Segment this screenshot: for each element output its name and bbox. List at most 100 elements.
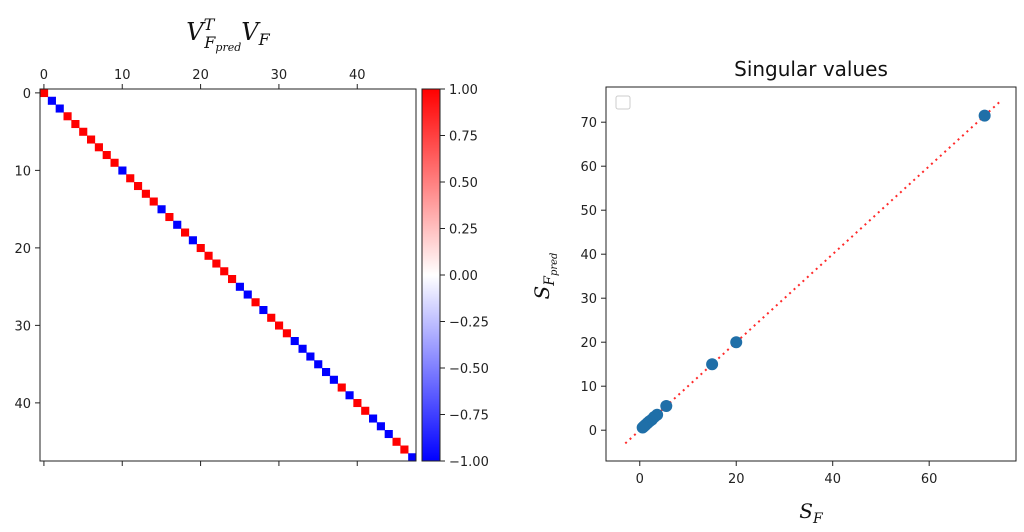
heatmap-x-tick-label: 10 [114,68,131,83]
heatmap-cell [259,306,268,315]
heatmap-title: VT FpredVF [186,15,270,54]
heatmap-bottom-ticks [43,461,358,466]
scatter-x-tick-label: 0 [636,472,644,487]
heatmap-cell [251,298,260,307]
heatmap-cell [173,220,182,229]
heatmap-cell [204,251,213,260]
heatmap-cell [79,127,88,136]
heatmap-cell [149,197,158,206]
scatter-point [636,421,649,434]
heatmap-cell [118,166,127,175]
colorbar: 1.00 0.75 0.50 0.25 0.00 −0.25 −0.50 −0.75 −1.00 [421,83,489,470]
heatmap-cell [228,275,237,284]
scatter-y-tick-label: 10 [580,380,597,395]
colorbar-tick-label: −0.50 [449,362,489,377]
heatmap-cell [102,151,111,160]
heatmap-title-sub1: F [203,33,216,52]
heatmap-y-tick-label: 40 [14,397,31,412]
colorbar-ticks: 1.00 0.75 0.50 0.25 0.00 −0.25 −0.50 −0.75 −1.00 [440,83,489,470]
heatmap-y-tick-label: 20 [14,242,31,257]
heatmap-cell [369,414,378,423]
heatmap-x-tick-label: 40 [349,68,366,83]
colorbar-tick-label: 1.00 [449,83,478,98]
heatmap-title-subsub: pred [215,41,241,54]
heatmap-cells [40,89,417,462]
heatmap-cell [298,344,307,353]
heatmap-cell [110,158,119,167]
scatter-xlabel-main: S [799,499,813,523]
scatter-frame [605,86,1017,462]
scatter-x-tick-label: 40 [824,472,841,487]
heatmap-cell [165,213,174,222]
heatmap-cell [384,430,393,439]
heatmap-cell [55,104,64,113]
heatmap-cell [345,391,354,400]
scatter-xlabel-sub: F [812,511,824,527]
colorbar-tick-label: 0.25 [449,223,478,238]
heatmap-x-tick-label: 20 [192,68,209,83]
colorbar-tick-label: 0.75 [449,130,478,145]
heatmap-cell [267,313,276,322]
scatter-xlabel: SF [799,499,824,527]
scatter-x-ticks: 0 20 40 60 [636,461,938,487]
heatmap-cell [94,143,103,152]
heatmap-cell [329,375,338,384]
scatter-ylabel-subsub: pred [549,253,560,277]
heatmap-cell [181,228,190,237]
scatter-point [730,336,743,349]
scatter-title: Singular values [734,57,888,81]
heatmap-cell [243,290,252,299]
heatmap-cell [235,282,244,291]
heatmap-title-sup: T [204,15,216,34]
heatmap-cell [157,205,166,214]
scatter-y-tick-label: 70 [580,116,597,131]
heatmap-cell [290,337,299,346]
heatmap-title-main: V [186,18,206,46]
colorbar-tick-label: 0.00 [449,269,478,284]
heatmap-x-tick-label: 30 [271,68,288,83]
heatmap-cell [408,453,417,462]
heatmap-cell [353,399,362,408]
heatmap-cell [306,352,315,361]
heatmap-title-sub2: F [258,30,271,49]
heatmap-y-tick-label: 0 [23,87,31,102]
heatmap-cell [40,89,49,98]
scatter-y-tick-label: 0 [589,424,597,439]
scatter-y-tick-label: 60 [580,160,597,175]
scatter-y-tick-label: 30 [580,292,597,307]
heatmap-x-tick-label: 0 [40,68,48,83]
heatmap-cell [392,437,401,446]
colorbar-gradient [421,88,441,462]
heatmap-cell [275,321,284,330]
heatmap-frame [39,88,417,462]
heatmap-cell [212,259,221,268]
scatter-y-tick-label: 20 [580,336,597,351]
scatter-ylabel: SFpred [530,253,560,300]
heatmap-cell [63,112,72,121]
heatmap-cell [196,244,205,253]
colorbar-tick-label: −0.25 [449,316,489,331]
heatmap-cell [71,120,80,129]
scatter-chart: Singular values 0 20 40 60 010203040506070 … [530,57,1017,527]
heatmap-cell [282,329,291,338]
legend-box [615,95,631,110]
heatmap-cell [220,267,229,276]
scatter-point [978,109,991,122]
heatmap-cell [361,406,370,415]
scatter-point [660,400,673,412]
heatmap-cell [126,174,135,183]
heatmap-cell [400,445,409,454]
reference-line [624,99,1003,445]
heatmap-cell [376,422,385,431]
colorbar-tick-label: −0.75 [449,409,489,424]
scatter-x-tick-label: 60 [921,472,938,487]
scatter-x-tick-label: 20 [728,472,745,487]
heatmap-y-tick-label: 10 [14,164,31,179]
colorbar-tick-label: −1.00 [449,455,489,470]
scatter-points [636,109,991,434]
scatter-ylabel-sub: F [542,275,558,287]
scatter-point [706,358,719,371]
heatmap-cell [314,360,323,369]
heatmap-title-main2: V [241,18,261,46]
